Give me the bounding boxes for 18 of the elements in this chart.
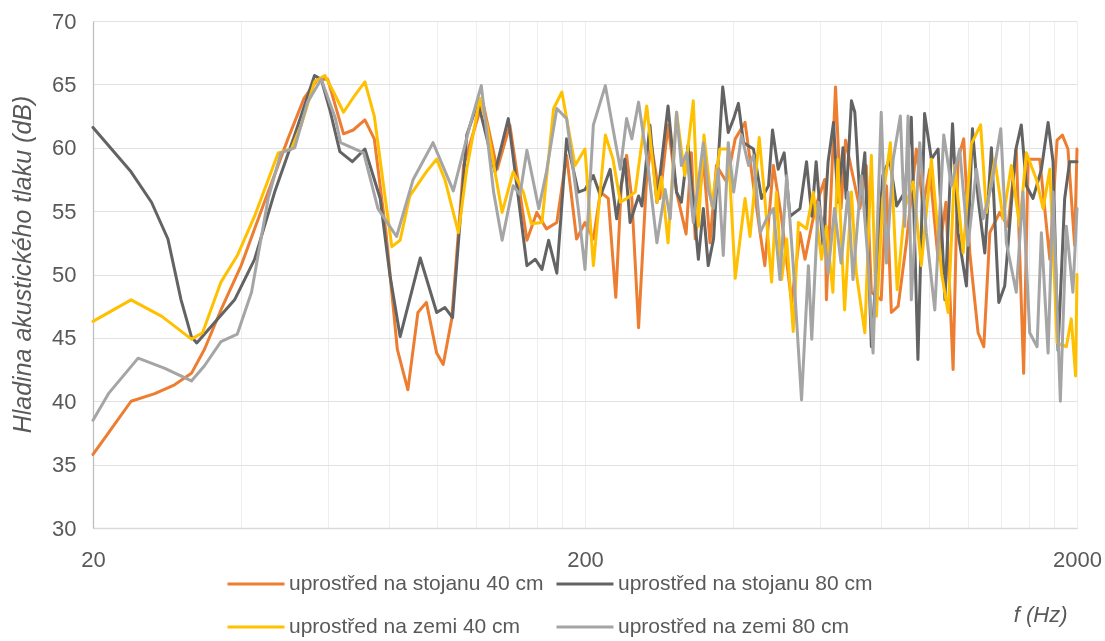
- y-tick-label: 50: [52, 262, 77, 287]
- legend-label: uprostřed na stojanu 80 cm: [618, 571, 873, 594]
- y-axis-title: Hladina akustického tlaku (dB): [7, 95, 36, 434]
- x-tick-label: 200: [567, 546, 604, 572]
- y-tick-label: 30: [52, 515, 77, 541]
- y-tick-label: 60: [52, 135, 77, 161]
- legend-label: uprostřed na zemi 40 cm: [289, 614, 521, 637]
- y-tick-label: 55: [52, 198, 77, 224]
- x-tick-label: 2000: [1053, 546, 1102, 572]
- y-tick-label: 35: [52, 452, 77, 478]
- y-tick-label: 65: [52, 71, 77, 97]
- x-axis-title: f (Hz): [1013, 601, 1068, 627]
- legend-label: uprostřed na zemi 80 cm: [618, 614, 850, 637]
- legend-label: uprostřed na stojanu 40 cm: [289, 571, 544, 594]
- y-tick-label: 40: [52, 388, 77, 414]
- y-tick-label: 45: [52, 325, 77, 351]
- y-tick-label: 70: [52, 8, 77, 34]
- x-tick-label: 20: [81, 546, 106, 572]
